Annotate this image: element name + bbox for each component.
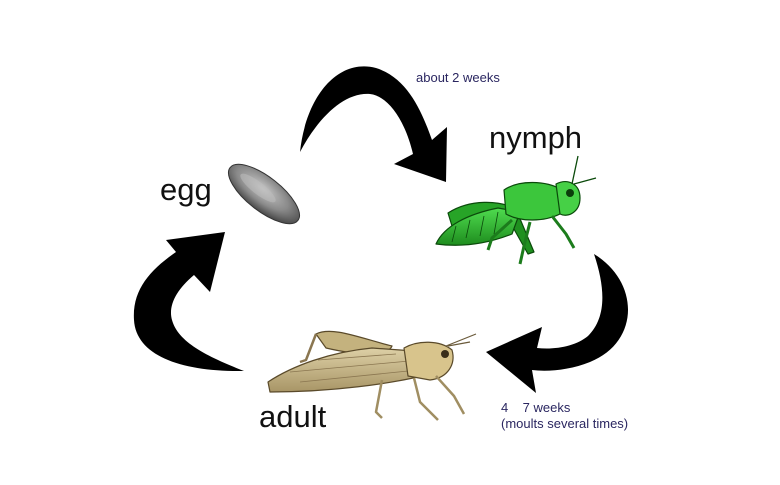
- nymph-grasshopper-illustration: [435, 155, 597, 265]
- stage-label-egg: egg: [160, 172, 212, 207]
- duration-nymph-to-adult: 4 7 weeks: [501, 400, 571, 415]
- adult-grasshopper-illustration: [267, 330, 477, 421]
- stage-label-adult: adult: [259, 399, 327, 434]
- duration-nymph-to-adult-note: (moults several times): [501, 416, 629, 431]
- arrow-adult-to-egg: [133, 232, 244, 372]
- duration-egg-to-nymph: about 2 weeks: [416, 70, 500, 85]
- egg-illustration: [228, 163, 300, 225]
- stage-label-nymph: nymph: [489, 120, 583, 155]
- arrow-egg-to-nymph: [300, 66, 447, 182]
- arrow-nymph-to-adult: [486, 254, 629, 393]
